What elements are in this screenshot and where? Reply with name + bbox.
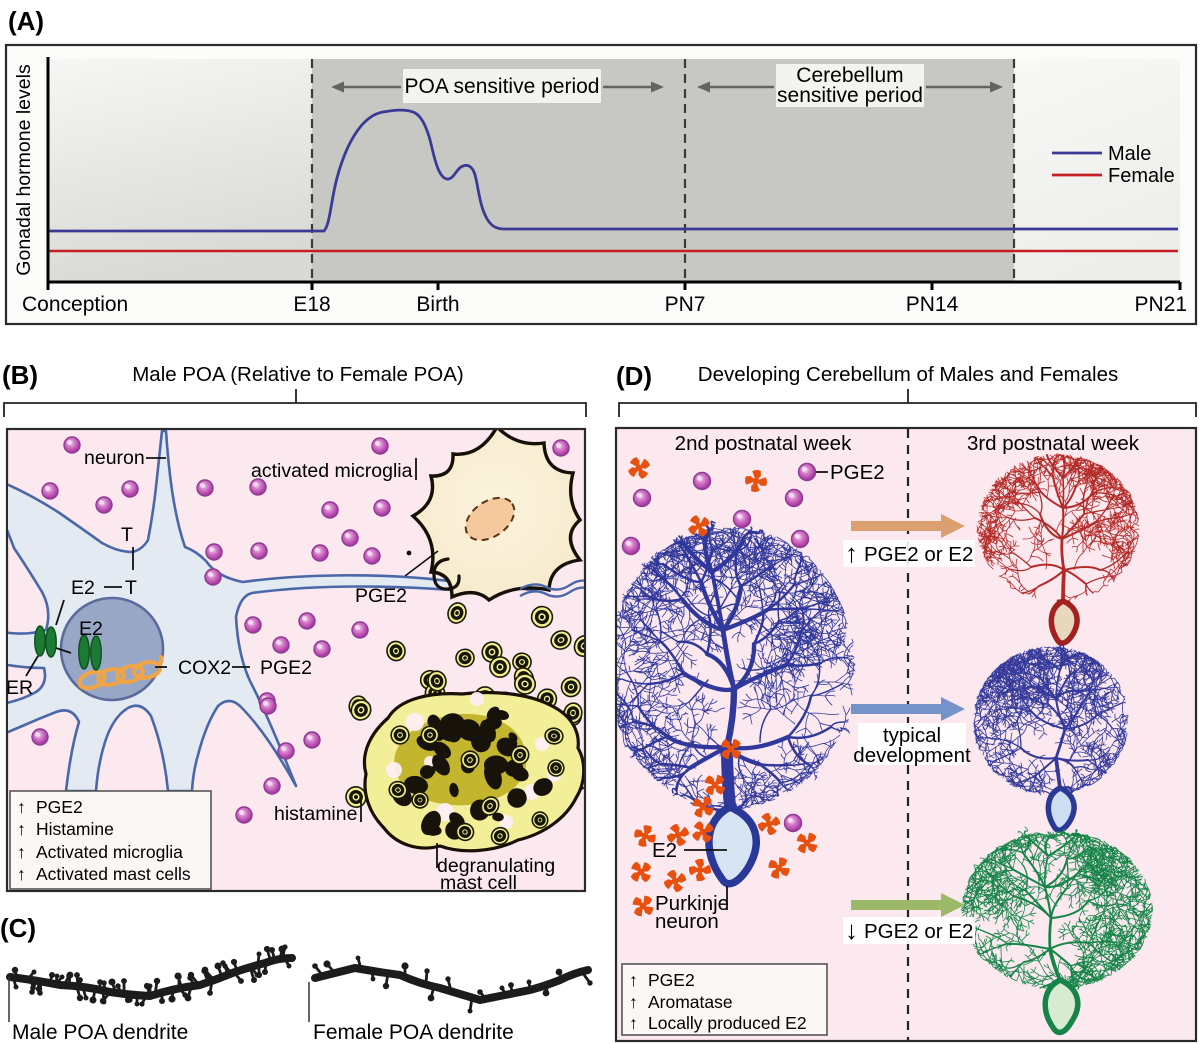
svg-text:Cerebellum: Cerebellum <box>796 64 903 87</box>
svg-text:Female POA dendrite: Female POA dendrite <box>313 1021 514 1044</box>
svg-text:activated microglia: activated microglia <box>251 460 413 482</box>
svg-text:POA sensitive period: POA sensitive period <box>405 75 600 98</box>
svg-text:Female: Female <box>1108 165 1175 187</box>
svg-text:PGE2: PGE2 <box>260 657 312 679</box>
svg-text:neuron: neuron <box>655 910 719 933</box>
svg-text:Aromatase: Aromatase <box>648 992 733 1012</box>
svg-text:PN21: PN21 <box>1134 293 1187 316</box>
svg-text:PN7: PN7 <box>665 293 706 316</box>
svg-text:E2: E2 <box>71 577 95 599</box>
svg-text:Gonadal hormone levels: Gonadal hormone levels <box>13 64 35 276</box>
svg-text:PGE2: PGE2 <box>36 797 83 817</box>
svg-text:(B): (B) <box>2 360 38 390</box>
svg-text:mast cell: mast cell <box>440 872 517 894</box>
svg-text:Developing Cerebellum of Males: Developing Cerebellum of Males and Femal… <box>698 363 1118 386</box>
svg-text:PGE2: PGE2 <box>648 970 695 990</box>
svg-text:3rd postnatal week: 3rd postnatal week <box>967 432 1140 455</box>
svg-text:E18: E18 <box>293 293 330 316</box>
svg-text:PGE2: PGE2 <box>830 461 885 484</box>
svg-text:sensitive period: sensitive period <box>777 84 923 107</box>
svg-text:E2: E2 <box>652 839 677 862</box>
svg-text:↑: ↑ <box>629 992 638 1012</box>
svg-text:ER: ER <box>6 677 33 699</box>
svg-text:PGE2 or E2: PGE2 or E2 <box>864 920 973 943</box>
svg-text:Birth: Birth <box>416 293 459 316</box>
svg-text:neuron: neuron <box>84 447 145 469</box>
svg-text:↑: ↑ <box>17 842 26 862</box>
svg-text:↑: ↑ <box>629 970 638 990</box>
svg-text:↑: ↑ <box>629 1013 638 1033</box>
svg-text:2nd postnatal week: 2nd postnatal week <box>675 432 852 455</box>
svg-text:↑: ↑ <box>17 864 26 884</box>
svg-text:(D): (D) <box>616 361 652 391</box>
svg-text:Activated mast cells: Activated mast cells <box>36 864 191 884</box>
svg-text:degranulating: degranulating <box>437 855 555 877</box>
svg-text:T: T <box>125 577 137 599</box>
svg-text:Male POA dendrite: Male POA dendrite <box>12 1021 188 1044</box>
svg-text:Locally produced E2: Locally produced E2 <box>648 1013 807 1033</box>
svg-text:Male POA (Relative to Female P: Male POA (Relative to Female POA) <box>132 363 464 386</box>
svg-text:typical: typical <box>883 724 941 747</box>
svg-text:PN14: PN14 <box>906 293 959 316</box>
svg-text:COX2: COX2 <box>178 657 231 679</box>
svg-text:(A): (A) <box>8 6 44 36</box>
svg-text:PGE2 or E2: PGE2 or E2 <box>864 543 973 566</box>
svg-text:↓: ↓ <box>845 915 858 945</box>
svg-text:T: T <box>121 524 133 546</box>
svg-text:Histamine: Histamine <box>36 819 114 839</box>
svg-text:↑: ↑ <box>17 819 26 839</box>
svg-text:histamine: histamine <box>274 803 357 825</box>
svg-text:Purkinje: Purkinje <box>655 892 729 915</box>
svg-text:↑: ↑ <box>17 797 26 817</box>
svg-text:E2: E2 <box>79 618 103 640</box>
svg-text:Male: Male <box>1108 143 1151 165</box>
svg-text:PGE2: PGE2 <box>355 585 407 607</box>
svg-text:Activated microglia: Activated microglia <box>36 842 183 862</box>
svg-text:development: development <box>853 744 971 767</box>
svg-text:Conception: Conception <box>22 293 128 316</box>
svg-text:(C): (C) <box>0 913 36 943</box>
svg-text:↑: ↑ <box>845 538 858 568</box>
